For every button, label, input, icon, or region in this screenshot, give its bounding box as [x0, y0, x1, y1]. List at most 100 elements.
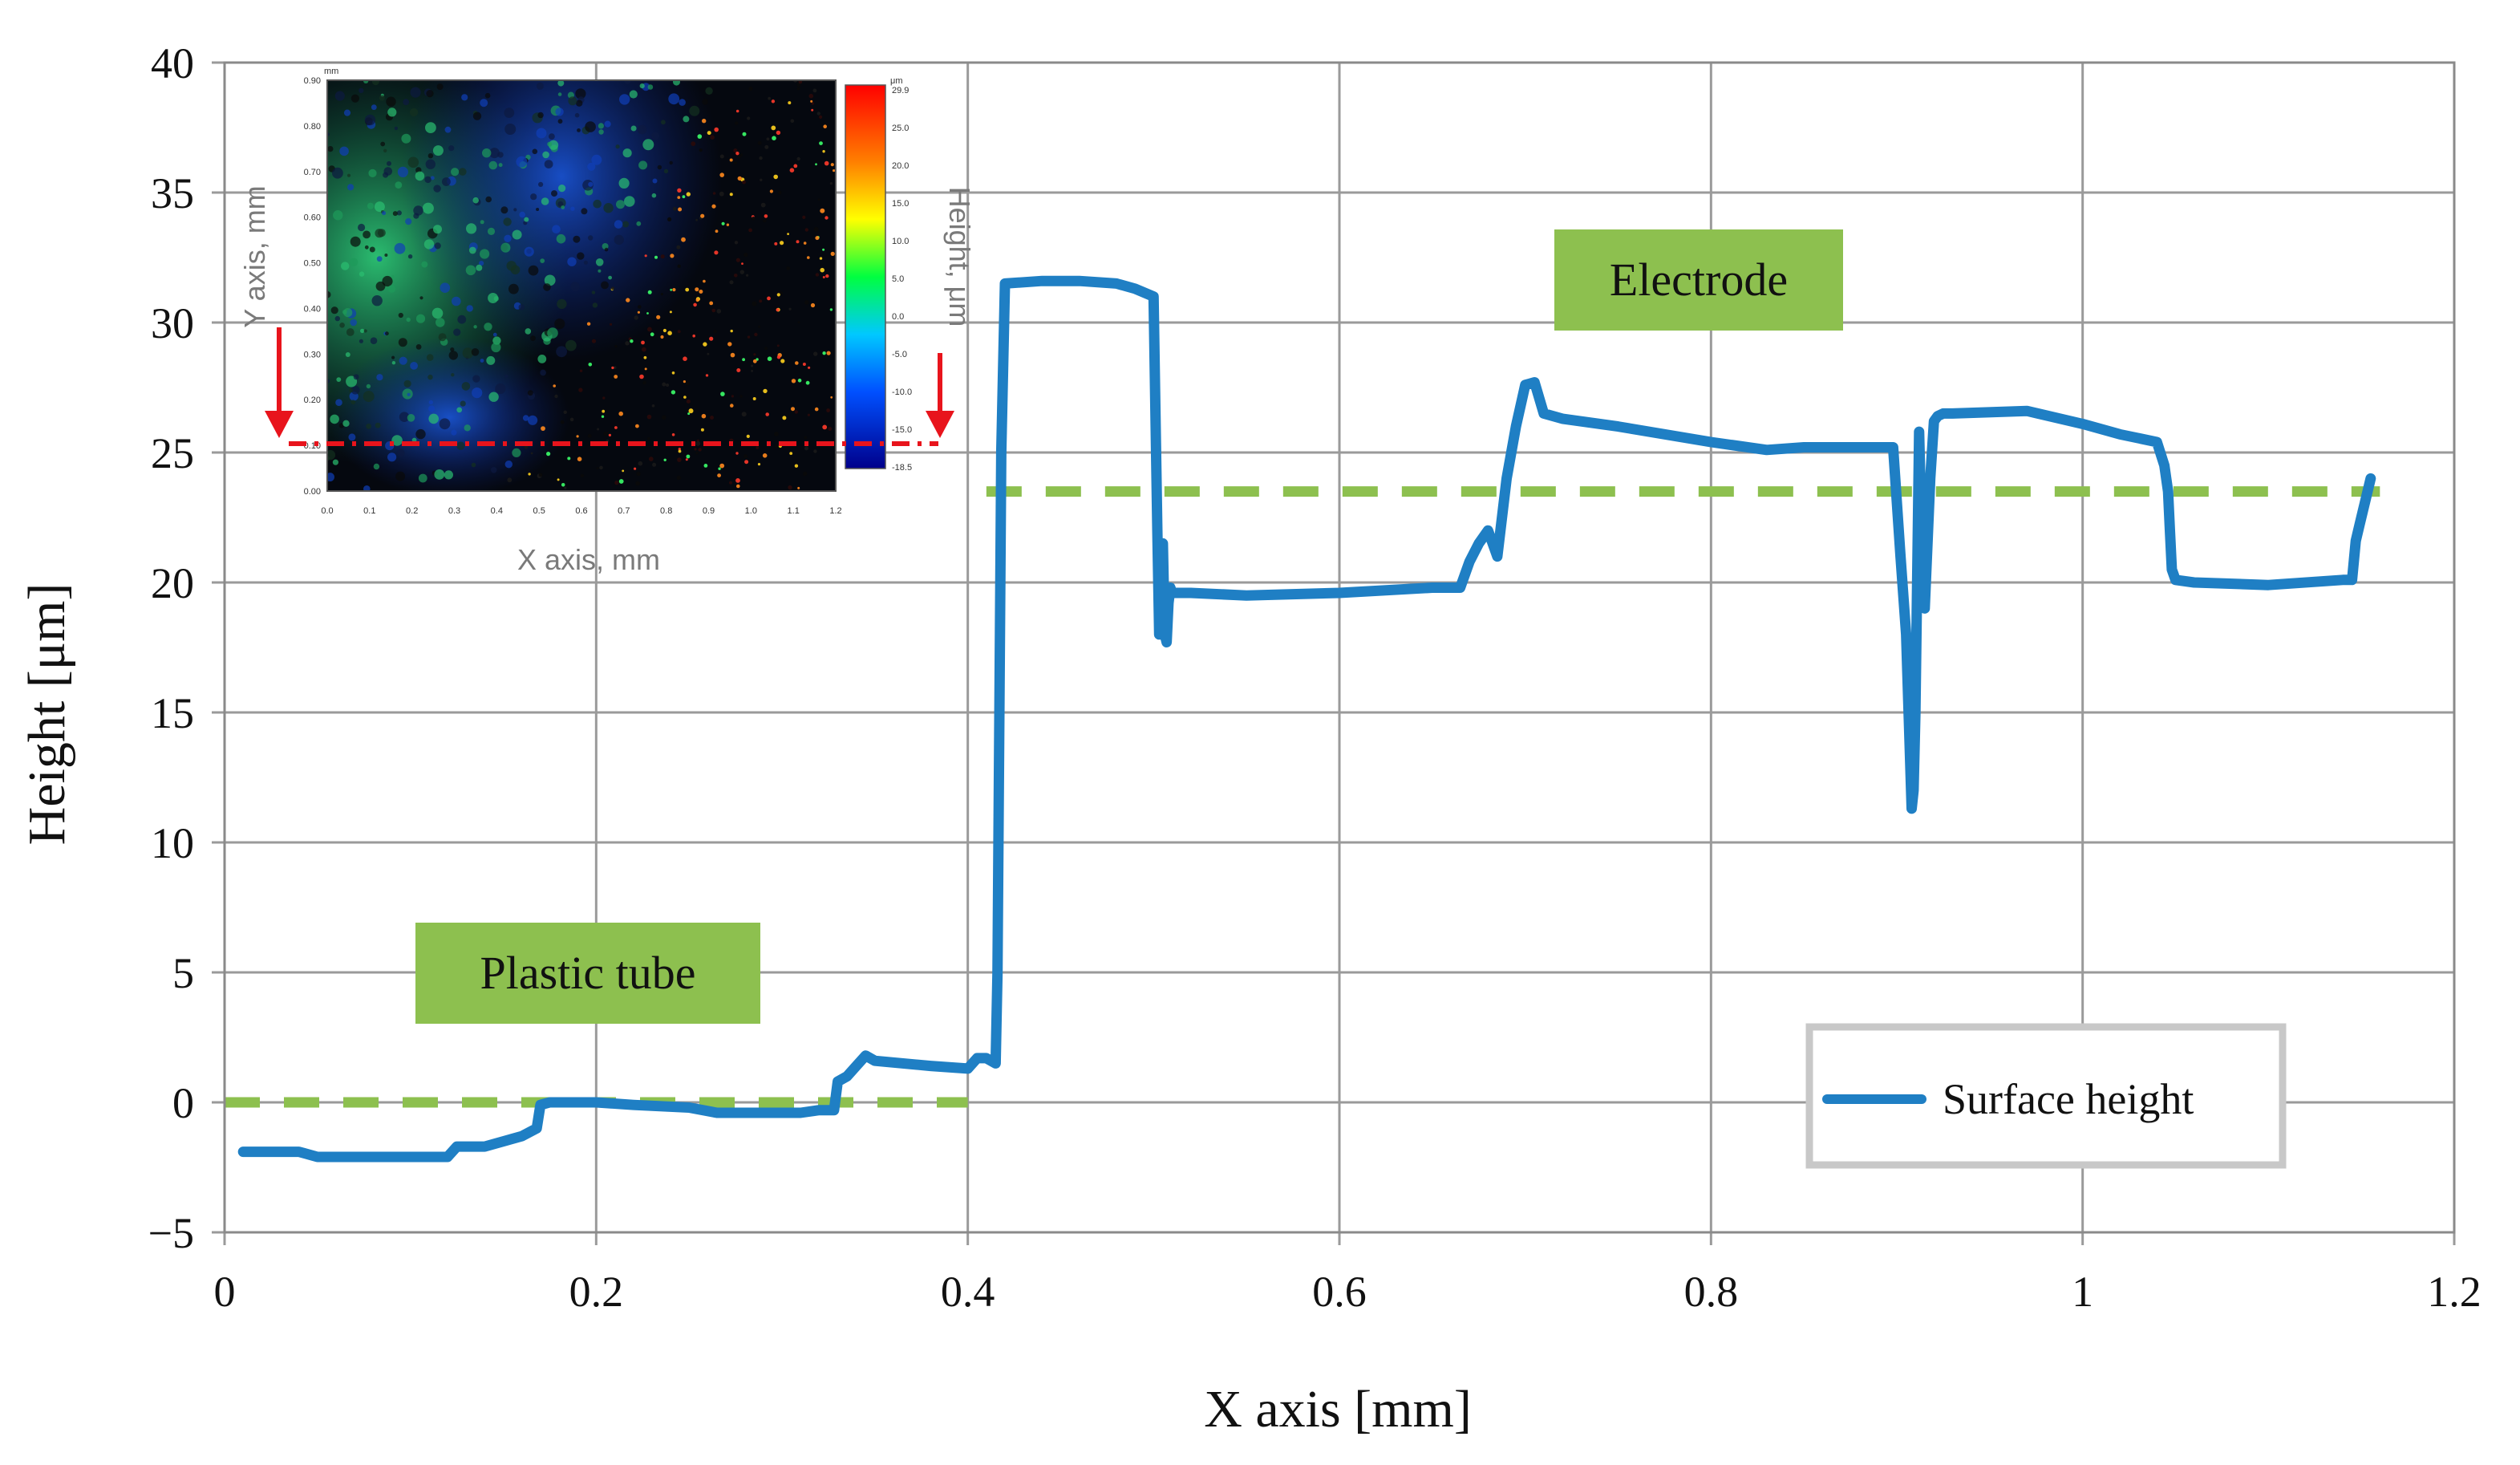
inset-speckle: [444, 126, 452, 133]
inset-speckle: [570, 282, 580, 292]
inset-speckle: [557, 80, 565, 87]
inset-speckle: [788, 101, 792, 105]
inset-speckle: [807, 256, 810, 259]
inset-speckle: [802, 215, 806, 219]
inset-speckle: [409, 108, 419, 117]
inset-speckle: [461, 382, 471, 391]
inset-speckle: [488, 160, 498, 170]
inset-speckle: [368, 168, 377, 177]
inset-speckle: [453, 328, 461, 336]
inset-speckle: [733, 148, 738, 153]
inset-speckle: [737, 176, 742, 181]
inset-speckle: [638, 160, 648, 170]
inset-speckle: [495, 383, 506, 395]
inset-speckle: [403, 99, 410, 106]
inset-speckle: [370, 337, 378, 345]
inset-speckle: [699, 148, 703, 152]
inset-speckle: [519, 211, 525, 218]
inset-speckle: [742, 358, 745, 362]
inset-speckle: [716, 309, 722, 314]
y-tick-label: −5: [148, 1209, 194, 1257]
inset-speckle: [676, 245, 681, 250]
inset-speckle: [769, 189, 774, 193]
inset-speckle: [557, 201, 564, 207]
inset-speckle: [686, 454, 691, 459]
inset-speckle: [771, 125, 776, 131]
x-tick-label: 0.2: [569, 1268, 624, 1316]
inset-speckle: [436, 318, 445, 327]
inset-colorbar-tick: 15.0: [892, 199, 909, 209]
inset-speckle: [410, 362, 418, 370]
inset-x-tick: 0.6: [575, 506, 587, 516]
inset-speckle: [557, 478, 560, 481]
inset-speckle: [777, 190, 782, 195]
inset-speckle: [552, 225, 561, 234]
inset-speckle: [681, 237, 686, 242]
inset-speckle: [751, 216, 756, 221]
inset-speckle: [707, 352, 710, 355]
inset-speckle: [637, 310, 641, 314]
inset-speckle: [425, 159, 436, 169]
inset-speckle: [603, 431, 609, 436]
inset-speckle: [703, 464, 708, 468]
inset-speckle: [614, 220, 623, 229]
inset-speckle: [407, 392, 411, 396]
inset-speckle: [588, 235, 594, 241]
inset-speckle: [347, 184, 355, 191]
inset-speckle: [339, 323, 345, 328]
inset-speckle: [327, 473, 334, 482]
inset-speckle: [382, 275, 393, 287]
inset-speckle: [741, 262, 743, 265]
inset-speckle: [557, 298, 567, 310]
inset-speckle: [715, 229, 719, 233]
inset-speckle: [812, 88, 817, 93]
inset-speckle: [760, 178, 763, 181]
inset-speckle: [472, 112, 482, 120]
inset-speckle: [385, 331, 389, 336]
inset-speckle: [551, 190, 557, 197]
inset-speckle: [669, 160, 673, 165]
inset-speckle: [703, 279, 706, 283]
inset-speckle: [776, 355, 781, 359]
inset-speckle: [823, 124, 827, 128]
inset-speckle: [555, 108, 564, 116]
inset-speckle: [350, 236, 361, 247]
inset-speckle: [345, 352, 350, 357]
inset-speckle: [733, 161, 738, 165]
inset-speckle: [630, 125, 637, 132]
inset-speckle: [422, 202, 434, 214]
inset-speckle: [587, 162, 596, 171]
inset-speckle: [739, 270, 744, 274]
inset-speckle: [384, 254, 388, 257]
inset-speckle: [487, 227, 496, 235]
inset-speckle: [537, 355, 547, 363]
inset-speckle: [677, 457, 682, 462]
inset-height-map: μm 29.9 25.0 20.0 15.0 10.0 5.0 0.0 -5.0 -10.0 -1…: [238, 67, 976, 576]
inset-speckle: [506, 261, 517, 271]
inset-speckle: [822, 150, 825, 153]
inset-speckle: [330, 306, 338, 315]
inset-speckle: [524, 246, 534, 257]
inset-speckle: [746, 434, 750, 439]
inset-speckle: [547, 327, 558, 339]
inset-speckle: [604, 120, 611, 128]
inset-speckle: [434, 242, 441, 250]
inset-speckle: [428, 405, 436, 412]
inset-speckle: [468, 246, 476, 254]
inset-speckle: [647, 436, 650, 440]
inset-speckle: [661, 120, 666, 125]
inset-speckle: [549, 133, 555, 140]
inset-x-tick: 0.9: [703, 506, 715, 516]
inset-speckle: [504, 461, 513, 469]
inset-speckle: [679, 99, 686, 106]
inset-speckle: [685, 458, 688, 461]
plot-frame: [223, 61, 2456, 1234]
inset-speckle: [678, 449, 682, 453]
inset-speckle: [794, 410, 798, 414]
inset-speckle: [764, 214, 768, 218]
inset-speckle: [826, 351, 831, 355]
inset-speckle: [682, 195, 686, 199]
inset-speckle: [647, 327, 652, 332]
y-tick-label: 25: [151, 429, 194, 477]
inset-speckle: [660, 335, 664, 339]
